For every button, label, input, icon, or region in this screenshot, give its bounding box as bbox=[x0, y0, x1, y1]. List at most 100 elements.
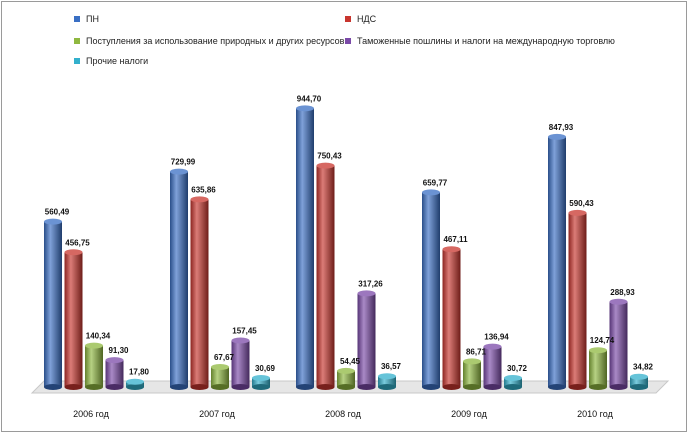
legend-item-other: Прочие налоги bbox=[74, 56, 148, 66]
bar-cap-1-2 bbox=[170, 168, 188, 175]
bar-2-3 bbox=[316, 165, 335, 387]
bar-cap-3-5 bbox=[589, 347, 607, 354]
bar-cap-1-1 bbox=[44, 218, 62, 225]
value-label-3-4: 86,71 bbox=[466, 347, 487, 356]
category-label-4: 2009 год bbox=[451, 409, 487, 419]
bar-base-1-2 bbox=[170, 384, 188, 390]
bar-5-3 bbox=[378, 376, 396, 387]
legend-item-pn: ПН bbox=[74, 14, 99, 24]
bar-base-3-1 bbox=[85, 384, 103, 390]
bar-base-5-3 bbox=[378, 384, 396, 390]
bar-cap-3-1 bbox=[85, 342, 103, 349]
value-label-2-2: 635,86 bbox=[191, 185, 216, 194]
bar-cap-2-1 bbox=[64, 249, 83, 256]
bar-base-1-5 bbox=[548, 384, 566, 390]
bar-4-2 bbox=[231, 340, 250, 387]
value-label-2-5: 590,43 bbox=[569, 199, 594, 208]
legend-item-nds: НДС bbox=[345, 14, 376, 24]
value-label-4-5: 288,93 bbox=[610, 288, 635, 297]
value-label-5-5: 34,82 bbox=[633, 363, 654, 372]
bar-cap-2-2 bbox=[190, 196, 209, 203]
bar-base-1-3 bbox=[296, 384, 314, 390]
value-label-5-2: 30,69 bbox=[255, 364, 276, 373]
legend-swatch-other bbox=[74, 58, 80, 64]
value-label-4-1: 91,30 bbox=[108, 346, 129, 355]
bar-base-2-5 bbox=[568, 384, 587, 390]
bar-2-1 bbox=[64, 252, 83, 387]
value-label-1-1: 560,49 bbox=[45, 208, 70, 217]
value-label-5-1: 17,80 bbox=[129, 368, 150, 377]
bar-base-2-1 bbox=[64, 384, 83, 390]
bar-5-5 bbox=[630, 376, 648, 387]
bar-cap-5-3 bbox=[378, 373, 396, 380]
bar-cap-1-4 bbox=[422, 189, 440, 196]
bar-cap-5-2 bbox=[252, 374, 270, 381]
bar-4-5 bbox=[609, 301, 628, 387]
bar-cap-3-3 bbox=[337, 367, 355, 374]
value-label-1-5: 847,93 bbox=[549, 123, 574, 132]
bars-group bbox=[44, 105, 648, 390]
bar-cap-3-2 bbox=[211, 364, 229, 371]
bar-3-5 bbox=[589, 350, 607, 387]
bar-5-2 bbox=[252, 377, 270, 387]
bar-cap-5-1 bbox=[126, 378, 144, 385]
bar-cap-5-4 bbox=[504, 374, 522, 381]
category-labels-group: 2006 год 2007 год 2008 год 2009 год 2010 год bbox=[73, 409, 613, 419]
legend-label-resources: Поступления за использование природных и… bbox=[86, 36, 345, 46]
legend-label-customs: Таможенные пошлины и налоги на междунаро… bbox=[357, 36, 615, 46]
value-label-3-5: 124,74 bbox=[590, 336, 615, 345]
bar-1-4 bbox=[422, 192, 440, 387]
value-label-1-2: 729,99 bbox=[171, 158, 196, 167]
value-label-4-3: 317,26 bbox=[358, 279, 383, 288]
bar-base-4-2 bbox=[231, 384, 250, 390]
bar-4-1 bbox=[105, 360, 124, 387]
bar-cap-4-1 bbox=[105, 357, 124, 364]
legend-label-pn: ПН bbox=[86, 14, 99, 24]
value-label-1-3: 944,70 bbox=[297, 94, 322, 103]
value-labels-group: 560,49 456,75 140,34 91,30 17,80 729,99 635,86… bbox=[45, 94, 654, 376]
legend-item-resources: Поступления за использование природных и… bbox=[74, 36, 344, 46]
category-label-3: 2008 год bbox=[325, 409, 361, 419]
bar-cap-5-5 bbox=[630, 373, 648, 380]
bar-base-1-1 bbox=[44, 384, 62, 390]
bar-3-2 bbox=[211, 367, 229, 387]
legend-item-customs: Таможенные пошлины и налоги на междунаро… bbox=[345, 36, 615, 46]
category-label-2: 2007 год bbox=[199, 409, 235, 419]
legend-swatch-resources bbox=[74, 38, 80, 44]
value-label-2-4: 467,11 bbox=[443, 235, 468, 244]
bar-1-5 bbox=[548, 136, 566, 387]
bar-base-5-1 bbox=[126, 384, 144, 390]
bar-base-4-5 bbox=[609, 384, 628, 390]
value-label-3-3: 54,45 bbox=[340, 357, 361, 366]
bar-1-3 bbox=[296, 108, 314, 387]
legend-swatch-nds bbox=[345, 16, 351, 22]
bar-cap-4-5 bbox=[609, 298, 628, 305]
bar-base-4-3 bbox=[357, 384, 376, 390]
bar-cap-2-3 bbox=[316, 162, 335, 169]
bar-base-2-2 bbox=[190, 384, 209, 390]
bar-3-1 bbox=[85, 345, 103, 387]
bar-base-5-4 bbox=[504, 384, 522, 390]
bar-cap-4-2 bbox=[231, 337, 250, 344]
bar-1-2 bbox=[170, 171, 188, 387]
bar-base-2-3 bbox=[316, 384, 335, 390]
value-label-2-3: 750,43 bbox=[317, 152, 342, 161]
value-label-5-4: 30,72 bbox=[507, 364, 528, 373]
bar-base-5-2 bbox=[252, 384, 270, 390]
bar-cap-1-5 bbox=[548, 133, 566, 140]
value-label-2-1: 456,75 bbox=[65, 238, 90, 247]
bar-3-4 bbox=[463, 361, 481, 387]
bar-cap-1-3 bbox=[296, 105, 314, 112]
bar-2-2 bbox=[190, 199, 209, 387]
value-label-4-4: 136,94 bbox=[484, 333, 509, 342]
category-label-5: 2010 год bbox=[577, 409, 613, 419]
legend-label-nds: НДС bbox=[357, 14, 377, 24]
bar-base-3-4 bbox=[463, 384, 481, 390]
bar-2-5 bbox=[568, 212, 587, 387]
value-label-3-1: 140,34 bbox=[86, 332, 111, 341]
bar-base-3-2 bbox=[211, 384, 229, 390]
bar-base-5-5 bbox=[630, 384, 648, 390]
bar-base-4-4 bbox=[483, 384, 502, 390]
bar-4-4 bbox=[483, 346, 502, 387]
